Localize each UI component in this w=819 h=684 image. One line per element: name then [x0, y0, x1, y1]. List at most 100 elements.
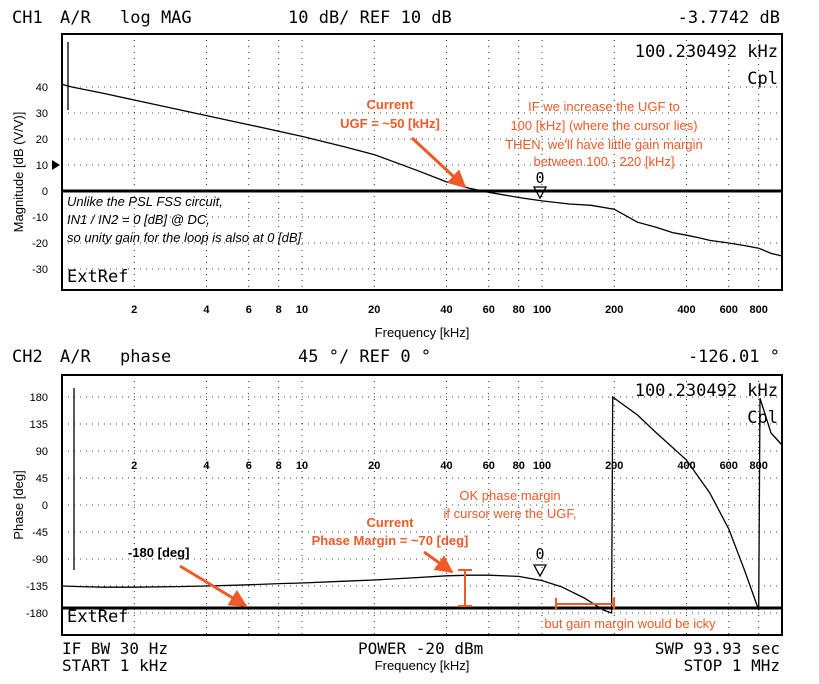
x-tick-label: 100	[533, 460, 551, 472]
x-tick-label: 80	[513, 460, 525, 472]
phase-margin-arrow	[423, 550, 454, 574]
y-tick-label: 20	[36, 134, 48, 146]
sweep-time: SWP 93.93 sec	[655, 639, 780, 658]
phase-plot: 180 135 90 45 0 -45 -90 -135 -180 2 4 6 8 10 20 40 60 80…	[26, 374, 783, 636]
stop-frequency: STOP 1 MHz	[684, 656, 780, 675]
x-tick-label: 20	[368, 304, 380, 316]
ch1-format: log MAG	[120, 8, 192, 28]
ugf-increase-line3: THEN, we'll have little gain margin	[505, 137, 703, 152]
y-tick-label: -30	[32, 264, 48, 276]
ch2-mode: A/R	[60, 347, 91, 367]
x-tick-label: 200	[605, 460, 623, 472]
x-tick-label: 600	[720, 460, 738, 472]
ch1-cursor-marker	[532, 186, 548, 200]
ch2-cursor-marker	[532, 564, 548, 578]
x-tick-label: 400	[677, 304, 695, 316]
y-tick-label: 40	[36, 82, 48, 94]
x-tick-label: 6	[246, 304, 252, 316]
ugf-arrow	[410, 136, 467, 189]
phase-y-axis-label: Phase [deg]	[11, 470, 26, 539]
minus-180-label: -180 [deg]	[128, 545, 189, 560]
x-tick-label: 600	[720, 304, 738, 316]
x-tick-label: 80	[513, 304, 525, 316]
pm-current-label: Current	[367, 515, 415, 530]
ch2-marker-frequency: 100.230492 kHz	[635, 381, 778, 401]
ch2-cursor-number: 0	[535, 545, 544, 563]
x-tick-label: 800	[750, 304, 768, 316]
y-tick-label: 180	[30, 392, 48, 404]
ch2-channel: CH2	[12, 347, 43, 367]
x-tick-label: 2	[131, 460, 137, 472]
ch1-scale: 10 dB/ REF 10 dB	[288, 8, 452, 28]
ch2-extref-label: ExtRef	[67, 607, 128, 627]
ugf-current-value: UGF = ~50 [kHz]	[340, 116, 440, 131]
y-tick-label: 10	[36, 160, 48, 172]
phase-grid	[62, 375, 782, 635]
magnitude-trace	[61, 83, 783, 257]
minus-180-arrow	[179, 564, 248, 608]
y-tick-label: -135	[26, 581, 48, 593]
ch1-cursor-number: 0	[535, 169, 544, 187]
start-frequency: START 1 kHz	[62, 656, 168, 675]
x-tick-label: 40	[440, 304, 452, 316]
y-tick-label: 30	[36, 108, 48, 120]
gain-icky-note: but gain margin would be icky	[544, 616, 716, 631]
ugf-current-label: Current	[367, 97, 415, 112]
reference-marker-arrow	[52, 160, 60, 170]
ch1-marker-frequency: 100.230492 kHz	[635, 42, 778, 62]
ch1-extref-label: ExtRef	[67, 267, 128, 287]
y-tick-label: 135	[30, 419, 48, 431]
y-tick-label: 0	[42, 186, 48, 198]
x-tick-label: 4	[203, 460, 210, 472]
x-tick-label: 400	[677, 460, 695, 472]
dc-note-line2: IN1 / IN2 = 0 [dB] @ DC,	[67, 212, 210, 227]
x-tick-label: 100	[533, 304, 551, 316]
ugf-increase-line1: IF we increase the UGF to	[528, 99, 680, 114]
ch1-coupling-label: Cpl	[747, 69, 778, 89]
dc-note-line1: Unlike the PSL FSS circuit,	[67, 194, 223, 209]
magnitude-x-axis-label: Frequency [kHz]	[375, 325, 470, 340]
ch2-marker-value: -126.01 °	[688, 347, 780, 367]
phase-y-ticks: 180 135 90 45 0 -45 -90 -135 -180	[26, 392, 48, 620]
ch1-mode: A/R	[60, 8, 91, 28]
ch1-marker-value: -3.7742 dB	[678, 8, 780, 28]
y-tick-label: -45	[32, 527, 48, 539]
x-tick-label: 200	[605, 304, 623, 316]
y-tick-label: 90	[36, 446, 48, 458]
y-tick-label: -180	[26, 608, 48, 620]
ch2-format: phase	[120, 347, 171, 367]
source-power: POWER -20 dBm	[358, 639, 483, 658]
x-tick-label: 800	[750, 460, 768, 472]
x-tick-label: 60	[483, 460, 495, 472]
magnitude-y-ticks: 40 30 20 10 0 -10 -20 -30	[32, 82, 48, 276]
phase-x-ticks: 2 4 6 8 10 20 40 60 80 100 200 400 600 800	[131, 460, 768, 472]
gain-margin-bracket	[555, 598, 615, 610]
x-tick-label: 6	[246, 460, 252, 472]
ok-pm-line2: if cursor were the UGF,	[444, 506, 577, 521]
ch2-scale: 45 °/ REF 0 °	[298, 347, 431, 367]
ugf-increase-line4: between 100 - 220 [kHz]	[534, 154, 675, 169]
magnitude-plot-frame	[61, 33, 783, 291]
y-tick-label: 0	[42, 500, 48, 512]
x-tick-label: 40	[440, 460, 452, 472]
x-tick-label: 60	[483, 304, 495, 316]
pm-current-value: Phase Margin = ~70 [deg]	[312, 533, 469, 548]
x-tick-label: 8	[276, 304, 282, 316]
magnitude-y-axis-label: Magnitude [dB (V/V)]	[11, 112, 26, 233]
ch2-coupling-label: Cpl	[747, 408, 778, 428]
magnitude-x-ticks: 2 4 6 8 10 20 40 60 80 100 200 400 600 800	[131, 304, 768, 316]
phase-x-axis-label: Frequency [kHz]	[375, 658, 470, 673]
x-tick-label: 8	[276, 460, 282, 472]
if-bandwidth: IF BW 30 Hz	[62, 639, 168, 658]
x-tick-label: 10	[296, 460, 308, 472]
y-tick-label: -10	[32, 212, 48, 224]
x-tick-label: 10	[296, 304, 308, 316]
x-tick-label: 2	[131, 304, 137, 316]
phase-margin-bracket	[458, 569, 472, 607]
y-tick-label: -20	[32, 238, 48, 250]
x-tick-label: 20	[368, 460, 380, 472]
ok-pm-line1: OK phase margin	[459, 488, 560, 503]
dc-note-line3: so unity gain for the loop is also at 0 …	[67, 230, 302, 245]
